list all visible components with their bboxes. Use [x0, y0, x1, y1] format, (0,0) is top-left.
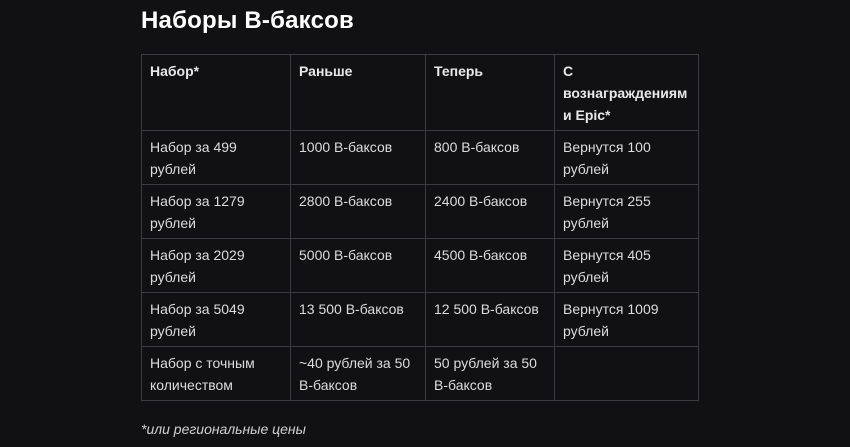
- header-cell: С вознаграждениями Epic*: [554, 54, 699, 131]
- table-cell: 800 В-баксов: [425, 130, 555, 185]
- table-cell: Вернутся 100 рублей: [554, 130, 699, 185]
- table-cell: Набор за 2029 рублей: [141, 238, 291, 293]
- table-cell: 50 рублей за 50 В-баксов: [425, 346, 555, 401]
- article-section: Наборы В-баксов Набор* Раньше Теперь С в…: [141, 7, 699, 437]
- table-cell: 2400 В-баксов: [425, 184, 555, 239]
- table-cell: ~40 рублей за 50 В-баксов: [290, 346, 426, 401]
- table-cell: 4500 В-баксов: [425, 238, 555, 293]
- table-cell: Вернутся 255 рублей: [554, 184, 699, 239]
- table-cell: 13 500 В-баксов: [290, 292, 426, 347]
- table-row: Набор с точным количеством ~40 рублей за …: [141, 346, 699, 401]
- table-cell: Набор за 5049 рублей: [141, 292, 291, 347]
- table-cell: 1000 В-баксов: [290, 130, 426, 185]
- table-cell: Набор с точным количеством: [141, 346, 291, 401]
- table-cell: 2800 В-баксов: [290, 184, 426, 239]
- vbucks-table: Набор* Раньше Теперь С вознаграждениями …: [141, 54, 699, 401]
- table-cell: Набор за 1279 рублей: [141, 184, 291, 239]
- table-row: Набор за 5049 рублей 13 500 В-баксов 12 50…: [141, 292, 699, 347]
- table-header-row: Набор* Раньше Теперь С вознаграждениями …: [141, 54, 699, 131]
- table-cell: Вернутся 1009 рублей: [554, 292, 699, 347]
- table-cell: Вернутся 405 рублей: [554, 238, 699, 293]
- footnote: *или региональные цены: [141, 421, 306, 437]
- table-row: Набор за 1279 рублей 2800 В-баксов 2400 В-…: [141, 184, 699, 239]
- header-cell: Набор*: [141, 54, 291, 131]
- table-row: Набор за 499 рублей 1000 В-баксов 800 В-ба…: [141, 130, 699, 185]
- header-cell: Теперь: [425, 54, 555, 131]
- table-row: Набор за 2029 рублей 5000 В-баксов 4500 В-…: [141, 238, 699, 293]
- table-cell: Набор за 499 рублей: [141, 130, 291, 185]
- table-cell: 5000 В-баксов: [290, 238, 426, 293]
- table-cell: [554, 346, 699, 401]
- page-title: Наборы В-баксов: [141, 7, 354, 34]
- table-cell: 12 500 В-баксов: [425, 292, 555, 347]
- header-cell: Раньше: [290, 54, 426, 131]
